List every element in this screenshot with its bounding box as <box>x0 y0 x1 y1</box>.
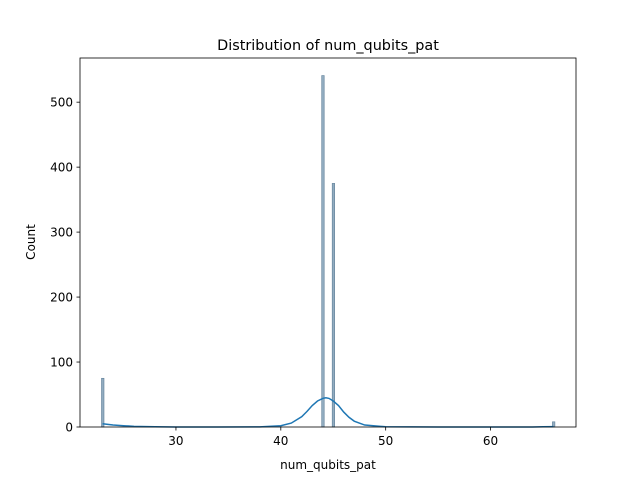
plot-frame <box>79 57 577 428</box>
x-axis-title: num_qubits_pat <box>280 458 376 472</box>
plot-area <box>101 75 556 428</box>
x-tick-label-30: 30 <box>168 434 183 448</box>
x-tick-label-60: 60 <box>483 434 498 448</box>
y-axis-title: Count <box>24 224 38 260</box>
y-tick-label-200: 200 <box>50 291 73 305</box>
x-tick-label-40: 40 <box>273 434 288 448</box>
y-tick-label-0: 0 <box>65 421 73 435</box>
y-axis: 0 100 200 300 400 500 <box>50 96 80 435</box>
x-axis: 30 40 50 60 <box>168 427 498 448</box>
histogram-bar-1 <box>321 75 325 428</box>
x-tick-label-50: 50 <box>378 434 393 448</box>
histogram-bar-0 <box>101 377 105 428</box>
y-tick-label-400: 400 <box>50 161 73 175</box>
y-tick-label-100: 100 <box>50 356 73 370</box>
kde-line <box>102 397 554 428</box>
chart-title: Distribution of num_qubits_pat <box>217 38 439 54</box>
histogram-bar-2 <box>331 183 335 428</box>
y-tick-label-500: 500 <box>50 96 73 110</box>
y-tick-label-300: 300 <box>50 226 73 240</box>
